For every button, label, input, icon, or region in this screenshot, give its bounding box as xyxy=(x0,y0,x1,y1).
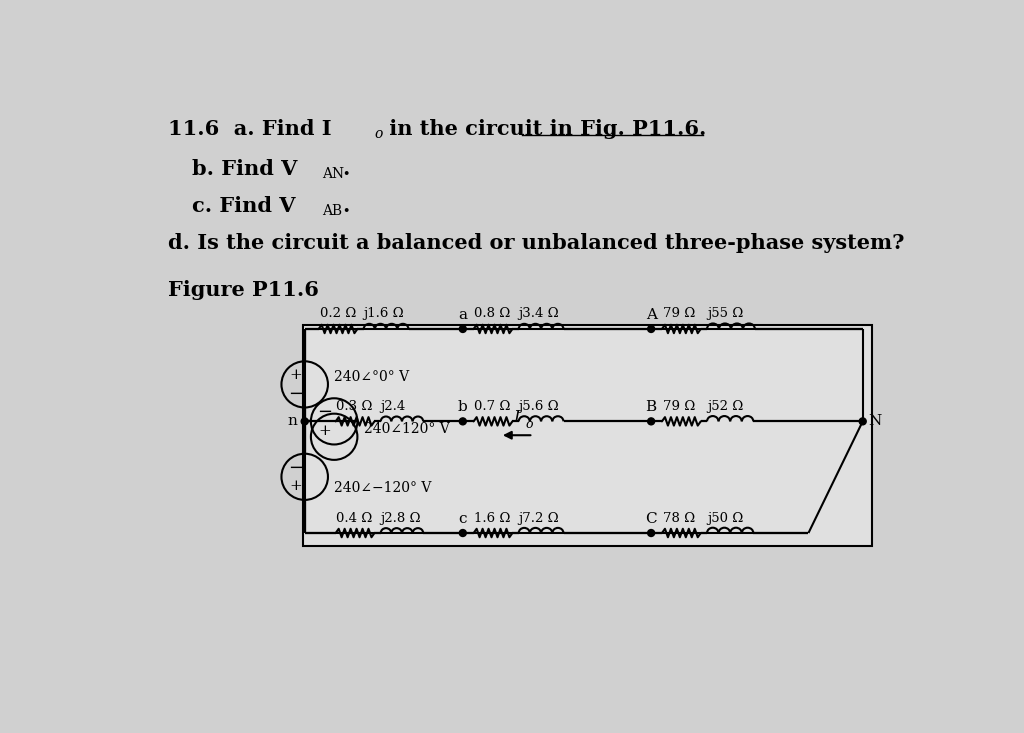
Text: 240∠°0° V: 240∠°0° V xyxy=(334,369,410,383)
Text: j52 Ω: j52 Ω xyxy=(707,400,743,413)
Text: j55 Ω: j55 Ω xyxy=(707,308,743,320)
Text: o: o xyxy=(525,418,534,430)
Text: 0.7 Ω: 0.7 Ω xyxy=(474,400,511,413)
Text: 1.6 Ω: 1.6 Ω xyxy=(474,512,511,525)
Text: .: . xyxy=(342,159,349,179)
Text: 0.2 Ω: 0.2 Ω xyxy=(321,308,356,320)
Text: o: o xyxy=(375,127,383,141)
Text: b. Find V: b. Find V xyxy=(191,159,297,179)
Text: C: C xyxy=(645,512,657,526)
Text: 79 Ω: 79 Ω xyxy=(663,400,695,413)
Text: 11.6  a. Find I: 11.6 a. Find I xyxy=(168,119,332,139)
Text: AN: AN xyxy=(322,167,344,181)
Text: +: + xyxy=(318,424,331,438)
Text: −: − xyxy=(288,385,303,402)
Text: 0.8 Ω: 0.8 Ω xyxy=(474,308,511,320)
Text: N: N xyxy=(868,414,882,428)
FancyBboxPatch shape xyxy=(303,325,872,546)
Text: 79 Ω: 79 Ω xyxy=(663,308,695,320)
Text: j7.2 Ω: j7.2 Ω xyxy=(518,512,559,525)
Circle shape xyxy=(647,418,654,425)
Text: j5.6 Ω: j5.6 Ω xyxy=(518,400,559,413)
Circle shape xyxy=(647,529,654,537)
Text: −: − xyxy=(317,403,333,421)
Text: AB: AB xyxy=(322,205,342,218)
Text: 0.3 Ω: 0.3 Ω xyxy=(337,400,373,413)
Text: B: B xyxy=(645,400,656,414)
Text: j3.4 Ω: j3.4 Ω xyxy=(518,308,559,320)
Text: j1.6 Ω: j1.6 Ω xyxy=(364,308,404,320)
Text: n: n xyxy=(287,414,297,428)
Text: Figure P11.6: Figure P11.6 xyxy=(168,281,319,301)
Circle shape xyxy=(460,529,466,537)
Text: j50 Ω: j50 Ω xyxy=(707,512,743,525)
Text: 240∠120° V: 240∠120° V xyxy=(364,422,450,436)
Text: +: + xyxy=(289,368,302,382)
Text: in the circuit in Fig. P11.6.: in the circuit in Fig. P11.6. xyxy=(382,119,707,139)
Circle shape xyxy=(460,418,466,425)
Text: c: c xyxy=(459,512,467,526)
Text: 240∠−120° V: 240∠−120° V xyxy=(334,482,431,496)
Text: 78 Ω: 78 Ω xyxy=(663,512,695,525)
Text: 0.4 Ω: 0.4 Ω xyxy=(337,512,373,525)
Text: d. Is the circuit a balanced or unbalanced three-phase system?: d. Is the circuit a balanced or unbalanc… xyxy=(168,233,905,253)
Text: j2.8 Ω: j2.8 Ω xyxy=(381,512,421,525)
Text: −: − xyxy=(288,459,303,476)
Circle shape xyxy=(647,325,654,333)
Text: a: a xyxy=(459,308,467,322)
Circle shape xyxy=(301,418,308,425)
Circle shape xyxy=(859,418,866,425)
Text: A: A xyxy=(645,308,656,322)
Text: b: b xyxy=(458,400,468,414)
Circle shape xyxy=(460,325,466,333)
Text: .: . xyxy=(342,196,349,216)
Text: +: + xyxy=(289,479,302,493)
Text: I: I xyxy=(514,409,520,426)
Text: j2.4: j2.4 xyxy=(381,400,406,413)
Text: c. Find V: c. Find V xyxy=(191,196,295,216)
